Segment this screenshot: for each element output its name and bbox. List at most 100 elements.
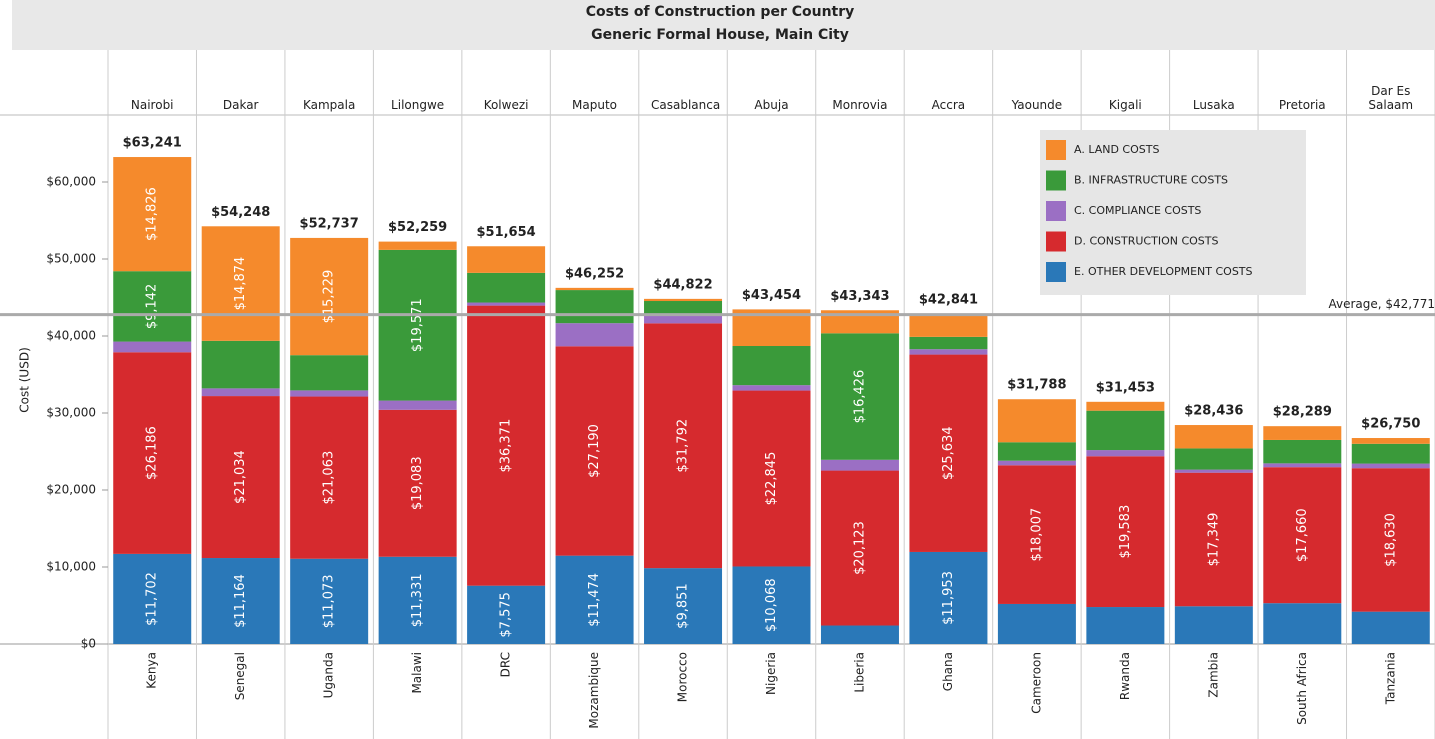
bar-segment — [732, 390, 811, 567]
bar-segment — [644, 301, 723, 316]
bar-segment — [201, 558, 280, 644]
bar-segment — [1174, 469, 1253, 473]
y-tick-label: $30,000 — [46, 405, 96, 419]
bar-segment — [909, 349, 988, 355]
city-label: Kolwezi — [462, 58, 550, 112]
bar-segment — [909, 551, 988, 644]
segment-label: $18,007 — [1029, 508, 1044, 562]
segment-label: $19,083 — [410, 456, 425, 510]
bar-segment — [113, 157, 192, 272]
bar-segment — [378, 400, 457, 410]
total-label: $52,737 — [300, 216, 359, 231]
bar-segment — [555, 346, 634, 556]
x-tick-label: Morocco — [676, 652, 690, 702]
total-label: $43,454 — [742, 288, 801, 303]
average-label: Average, $42,771 — [1328, 297, 1435, 311]
bar-segment — [644, 323, 723, 569]
bar-segment — [1351, 443, 1430, 464]
bar-segment — [378, 409, 457, 557]
city-text: Kolwezi — [483, 98, 529, 112]
y-tick-label: $0 — [81, 637, 96, 651]
x-tick-label: South Africa — [1295, 652, 1309, 725]
bar-segment — [378, 241, 457, 250]
total-label: $46,252 — [565, 266, 624, 281]
total-label: $42,841 — [919, 293, 978, 308]
bar-segment — [909, 336, 988, 350]
city-text: Dar Es Salaam — [1368, 84, 1414, 112]
bar-segment — [1263, 439, 1342, 464]
bar-segment — [1086, 456, 1165, 608]
bar-segment — [997, 460, 1076, 466]
legend-label: B. INFRASTRUCTURE COSTS — [1074, 174, 1228, 187]
segment-label: $11,953 — [941, 571, 956, 625]
bar-segment — [997, 603, 1076, 644]
bar-segment — [732, 346, 811, 386]
bar-segment — [555, 290, 634, 324]
total-label: $54,248 — [211, 205, 270, 220]
y-axis-title: Cost (USD) — [18, 347, 32, 413]
x-tick-label: Zambia — [1206, 652, 1220, 698]
bar-segment — [1263, 463, 1342, 468]
city-text: Casablanca — [651, 98, 721, 112]
bar-segment — [201, 388, 280, 397]
bar-segment — [1174, 472, 1253, 607]
segment-label: $15,229 — [322, 270, 337, 324]
city-label: Pretoria — [1258, 58, 1346, 112]
legend-label: E. OTHER DEVELOPMENT COSTS — [1074, 265, 1253, 278]
bar-segment — [290, 390, 369, 397]
segment-label: $31,792 — [676, 419, 691, 473]
y-tick-label: $60,000 — [46, 174, 96, 188]
x-tick-label: Rwanda — [1118, 652, 1132, 700]
segment-label: $19,571 — [410, 298, 425, 352]
bar-segment — [820, 470, 899, 626]
legend-swatch — [1046, 201, 1066, 221]
bar-segment — [997, 465, 1076, 604]
segment-label: $14,874 — [233, 257, 248, 311]
bar-segment — [555, 287, 634, 291]
y-tick-label: $50,000 — [46, 251, 96, 265]
bar-segment — [1351, 438, 1430, 444]
total-label: $26,750 — [1361, 417, 1420, 432]
city-label: Casablanca — [639, 58, 727, 112]
x-tick-label: Tanzania — [1383, 652, 1397, 705]
bar-segment — [113, 271, 192, 342]
bar-segment — [467, 585, 546, 644]
segment-label: $11,331 — [410, 573, 425, 627]
bar-segment — [1086, 607, 1165, 644]
segment-label: $11,073 — [322, 574, 337, 628]
segment-label: $20,123 — [852, 521, 867, 575]
bar-segment — [997, 442, 1076, 461]
bar-segment — [909, 354, 988, 552]
segment-label: $9,851 — [676, 583, 691, 629]
bar-segment — [1263, 603, 1342, 644]
bar-segment — [1263, 467, 1342, 604]
bar-segment — [820, 333, 899, 460]
segment-label: $10,068 — [764, 578, 779, 632]
city-text: Lusaka — [1192, 98, 1235, 112]
x-tick-label: Nigeria — [764, 652, 778, 695]
chart-subtitle: Generic Formal House, Main City — [591, 27, 849, 43]
city-label: Kampala — [285, 58, 373, 112]
segment-label: $11,702 — [145, 572, 160, 626]
bar-segment — [378, 249, 457, 401]
city-label: Monrovia — [816, 58, 904, 112]
segment-label: $17,349 — [1206, 513, 1221, 567]
segment-label: $11,474 — [587, 573, 602, 627]
city-text: Pretoria — [1278, 98, 1326, 112]
bar-segment — [467, 305, 546, 586]
total-label: $31,453 — [1096, 380, 1155, 395]
segment-label: $9,142 — [145, 284, 160, 330]
bar-segment — [555, 555, 634, 644]
bar-segment — [1351, 463, 1430, 469]
segment-label: $27,190 — [587, 424, 602, 478]
segment-label: $7,575 — [499, 592, 514, 638]
total-label: $43,343 — [830, 289, 889, 304]
total-label: $63,241 — [123, 136, 182, 151]
bar-segment — [290, 355, 369, 391]
total-label: $44,822 — [653, 277, 712, 292]
bar-segment — [1086, 410, 1165, 451]
x-tick-label: Senegal — [233, 652, 247, 700]
bar-segment — [1086, 450, 1165, 457]
city-text: Monrovia — [832, 98, 888, 112]
